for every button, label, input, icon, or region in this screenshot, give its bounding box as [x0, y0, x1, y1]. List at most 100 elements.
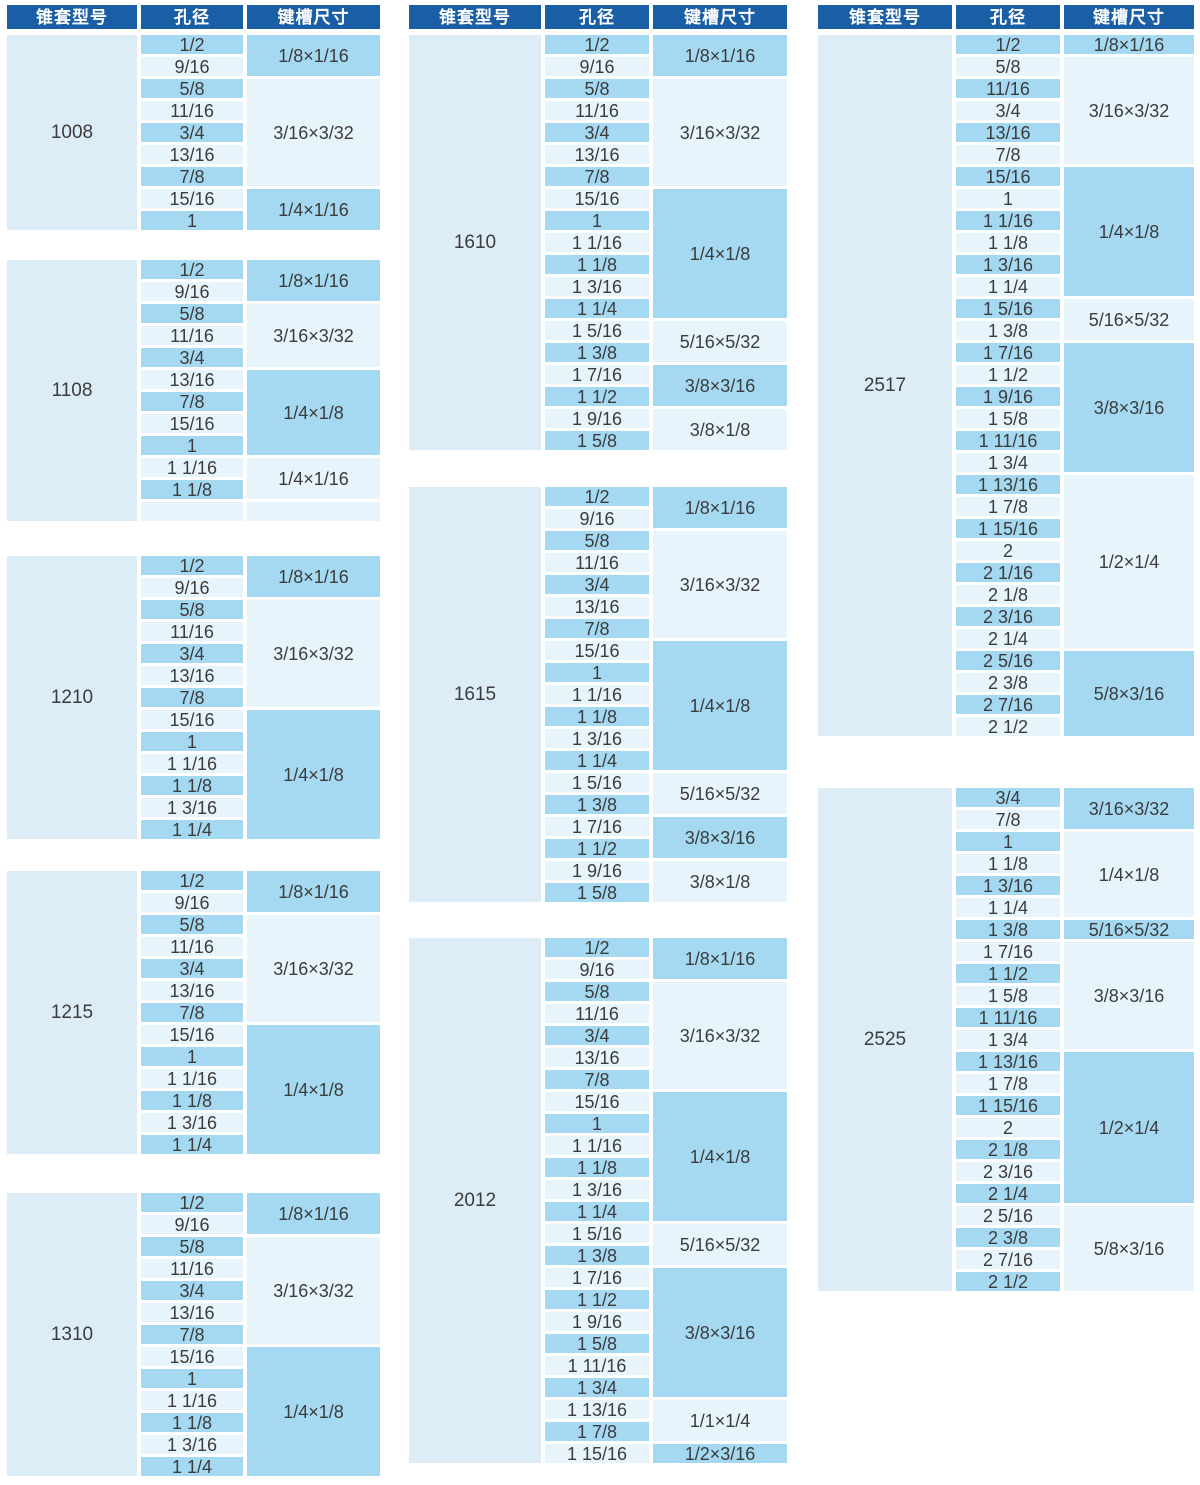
- bore-cell: 2 1/16: [956, 563, 1060, 582]
- bore-cell: 1 11/16: [545, 1356, 649, 1375]
- keyway-cell: 5/16×5/32: [1064, 920, 1194, 939]
- bore-cell: 13/16: [545, 597, 649, 616]
- bore-cell: 5/8: [956, 57, 1060, 76]
- bore-cell: 1 3/16: [141, 798, 243, 817]
- keyway-cell: 1/4×1/8: [1064, 832, 1194, 917]
- bore-cell: 1 13/16: [545, 1400, 649, 1419]
- model-cell: 1210: [7, 556, 137, 839]
- bore-cell: 1 1/2: [545, 387, 649, 406]
- bore-cell: 1 3/16: [956, 255, 1060, 274]
- bore-cell: 1 11/16: [956, 1008, 1060, 1027]
- bore-cell: 1 1/4: [545, 299, 649, 318]
- bore-cell: 15/16: [141, 414, 243, 433]
- bore-cell: 1 1/4: [545, 1202, 649, 1221]
- spec-block: 1108 1/2 1/8×1/16 9/16 5/8 3/16×3/32 11/16 3/4 1…: [3, 257, 384, 524]
- keyway-cell: 1/4×1/8: [653, 641, 787, 770]
- bore-cell: 2: [956, 1118, 1060, 1137]
- keyway-cell: 1/1×1/4: [653, 1400, 787, 1441]
- bore-cell: 1/2: [141, 260, 243, 279]
- bore-cell: 3/4: [956, 101, 1060, 120]
- bore-cell: 11/16: [141, 101, 243, 120]
- spec-header-row: 锥套型号 孔径 键槽尺寸: [814, 2, 1198, 32]
- bore-cell: 1 15/16: [956, 1096, 1060, 1115]
- bore-cell: 1: [956, 832, 1060, 851]
- bore-cell: 15/16: [545, 641, 649, 660]
- bore-cell: 9/16: [141, 1215, 243, 1234]
- bore-cell: 15/16: [545, 1092, 649, 1111]
- bore-cell: 1 1/2: [545, 1290, 649, 1309]
- bore-cell: 1: [141, 1369, 243, 1388]
- keyway-cell: 3/16×3/32: [247, 600, 380, 707]
- bore-cell: 1 1/2: [956, 964, 1060, 983]
- spec-block: 1210 1/2 1/8×1/16 9/16 5/8 3/16×3/32 11/16 3/4 1…: [3, 553, 384, 842]
- bore-cell: 11/16: [956, 79, 1060, 98]
- bore-cell: 15/16: [141, 1025, 243, 1044]
- header-cell-keyway: 键槽尺寸: [247, 5, 380, 29]
- bore-cell: 2 1/4: [956, 1184, 1060, 1203]
- bore-cell: 1 7/8: [956, 497, 1060, 516]
- keyway-cell: 3/16×3/32: [653, 982, 787, 1089]
- keyway-cell: 3/16×3/32: [1064, 57, 1194, 164]
- bore-cell: 1 9/16: [545, 861, 649, 880]
- bore-cell: 1 11/16: [956, 431, 1060, 450]
- bore-cell: 1: [141, 1047, 243, 1066]
- bore-cell: 13/16: [545, 1048, 649, 1067]
- bore-cell: 13/16: [141, 370, 243, 389]
- header-cell-keyway: 键槽尺寸: [1064, 5, 1194, 29]
- bore-cell: 1 1/8: [956, 233, 1060, 252]
- bore-cell: 1 5/8: [545, 431, 649, 450]
- bore-cell: 1 3/16: [141, 1113, 243, 1132]
- bore-cell: 1 5/8: [545, 883, 649, 902]
- model-cell: 1215: [7, 871, 137, 1154]
- bore-cell: 3/4: [141, 959, 243, 978]
- bore-cell: 5/8: [545, 531, 649, 550]
- bore-cell: 2 3/8: [956, 673, 1060, 692]
- bore-cell: 1 5/8: [956, 986, 1060, 1005]
- bore-cell: 2 1/2: [956, 717, 1060, 736]
- bore-cell: 1 1/16: [545, 685, 649, 704]
- header-cell-keyway: 键槽尺寸: [653, 5, 787, 29]
- header-cell-model: 锥套型号: [818, 5, 952, 29]
- keyway-cell: 1/2×3/16: [653, 1444, 787, 1463]
- model-cell: 1615: [409, 487, 541, 902]
- bore-cell: 9/16: [545, 509, 649, 528]
- bore-cell: 7/8: [141, 167, 243, 186]
- bore-cell: 11/16: [141, 326, 243, 345]
- bore-cell: 1/2: [141, 35, 243, 54]
- bore-cell: 3/4: [141, 1281, 243, 1300]
- header-cell-bore: 孔径: [956, 5, 1060, 29]
- bore-cell: 1 5/16: [545, 1224, 649, 1243]
- keyway-cell: 5/16×5/32: [1064, 299, 1194, 340]
- keyway-cell: 1/8×1/16: [247, 556, 380, 597]
- bore-cell: 7/8: [956, 810, 1060, 829]
- bore-cell: 1 3/4: [545, 1378, 649, 1397]
- bore-cell: 1: [545, 211, 649, 230]
- bore-cell: 1 3/16: [545, 277, 649, 296]
- bore-cell: 1 1/4: [956, 898, 1060, 917]
- bore-cell: 2 3/8: [956, 1228, 1060, 1247]
- bore-cell: 2 3/16: [956, 1162, 1060, 1181]
- model-cell: 2517: [818, 35, 952, 736]
- bore-cell: 13/16: [545, 145, 649, 164]
- bore-cell: 1 3/16: [141, 1435, 243, 1454]
- bore-cell: 7/8: [545, 167, 649, 186]
- bore-cell: 1 5/8: [545, 1334, 649, 1353]
- keyway-cell: 1/8×1/16: [247, 871, 380, 912]
- bore-cell: 1/2: [545, 487, 649, 506]
- header-cell-bore: 孔径: [545, 5, 649, 29]
- bore-cell: 2 1/2: [956, 1272, 1060, 1291]
- spec-block: 2525 3/4 3/16×3/32 7/8 1 1/4×1/8 1 1/8 1 3/16 1 …: [814, 785, 1198, 1294]
- bore-cell: 5/8: [545, 79, 649, 98]
- keyway-cell: [247, 502, 380, 521]
- spec-block: 1310 1/2 1/8×1/16 9/16 5/8 3/16×3/32 11/16 3/4 1…: [3, 1190, 384, 1479]
- bore-cell: 1 9/16: [545, 1312, 649, 1331]
- bore-cell: 1: [141, 732, 243, 751]
- bore-cell: 11/16: [141, 622, 243, 641]
- model-cell: 1310: [7, 1193, 137, 1476]
- bore-cell: 7/8: [141, 1003, 243, 1022]
- bore-cell: 15/16: [141, 1347, 243, 1366]
- bore-cell: 15/16: [141, 189, 243, 208]
- keyway-cell: 3/16×3/32: [247, 915, 380, 1022]
- bore-cell: 1 3/16: [545, 1180, 649, 1199]
- bore-cell: 3/4: [141, 644, 243, 663]
